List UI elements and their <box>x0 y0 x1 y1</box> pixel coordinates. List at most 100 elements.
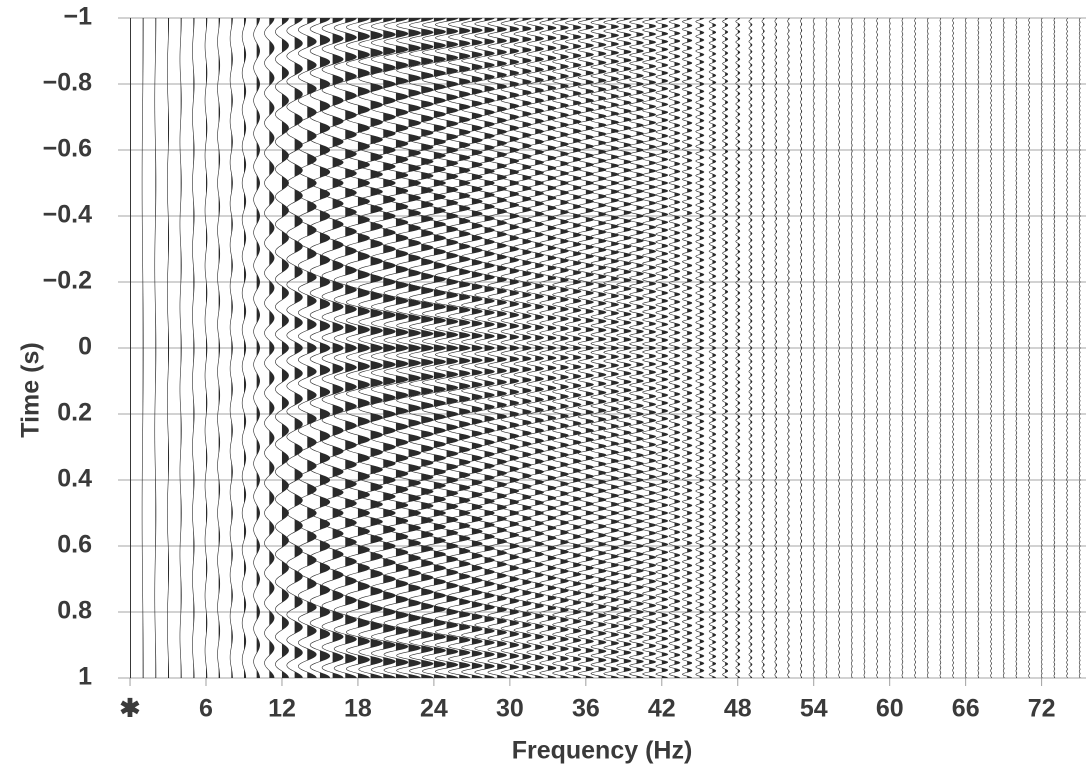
trace-fill <box>522 18 532 678</box>
trace <box>297 17 317 679</box>
trace-fill <box>687 18 692 678</box>
trace <box>321 17 344 679</box>
trace <box>800 17 803 679</box>
trace <box>358 17 383 679</box>
trace <box>603 17 620 679</box>
trace-fill <box>661 18 668 678</box>
x-tick-label: 24 <box>420 695 448 723</box>
trace <box>990 17 992 679</box>
trace-fill <box>383 18 396 678</box>
trace <box>179 18 182 678</box>
trace-fill <box>459 18 471 678</box>
y-axis-title: Time (s) <box>17 342 45 437</box>
trace-fill <box>281 18 289 678</box>
trace <box>812 17 815 679</box>
x-tick-label: 36 <box>572 695 600 723</box>
trace <box>286 17 303 679</box>
x-tick-label: 60 <box>876 695 904 723</box>
trace <box>1015 17 1018 679</box>
trace <box>434 17 459 679</box>
trace-fill <box>193 18 195 678</box>
trace-fill <box>560 18 569 678</box>
trace <box>939 17 942 679</box>
trace <box>1028 17 1030 679</box>
y-tick-label: 0.8 <box>57 597 92 625</box>
y-tick-label: −0.4 <box>43 201 92 229</box>
trace <box>513 17 532 679</box>
trace-fill <box>649 18 656 678</box>
trace-fill <box>269 18 275 678</box>
trace-fill <box>801 18 802 678</box>
trace <box>217 18 221 678</box>
trace <box>192 18 195 678</box>
trace <box>1078 17 1081 679</box>
trace <box>275 17 289 679</box>
trace-fill <box>674 18 680 678</box>
trace-fill <box>446 18 458 678</box>
trace <box>383 17 409 679</box>
trace <box>552 17 569 679</box>
trace-fill <box>497 18 507 678</box>
trace <box>977 17 980 679</box>
x-tick-label: 48 <box>724 695 752 723</box>
trace <box>850 17 853 679</box>
trace-fill <box>623 18 632 678</box>
trace <box>1002 17 1005 679</box>
trace <box>241 17 247 679</box>
trace <box>474 17 495 679</box>
y-tick-label: −0.6 <box>43 135 92 163</box>
trace <box>408 17 434 679</box>
trace-fill <box>357 18 370 678</box>
x-tick-label: 18 <box>344 695 372 723</box>
trace <box>421 17 446 679</box>
y-tick-label: 1 <box>78 663 92 691</box>
x-tick-label: 30 <box>496 695 524 723</box>
trace <box>668 17 681 679</box>
trace <box>774 17 778 679</box>
trace <box>346 17 370 679</box>
trace <box>487 17 508 679</box>
y-tick-label: 0.2 <box>57 399 92 427</box>
trace <box>787 17 790 679</box>
trace-fill <box>408 18 421 678</box>
trace-fill <box>712 18 716 678</box>
trace-fill <box>231 18 233 678</box>
trace <box>264 17 275 679</box>
trace <box>577 17 595 679</box>
trace-fill <box>484 18 495 678</box>
x-tick-label: ✱ <box>120 695 141 723</box>
x-tick-label: 6 <box>199 695 213 723</box>
y-tick-label: −1 <box>63 3 92 31</box>
trace-fill <box>636 18 644 678</box>
trace <box>616 17 632 679</box>
trace-fill <box>370 18 383 678</box>
trace <box>655 17 669 679</box>
trace <box>708 17 717 679</box>
trace <box>863 17 866 679</box>
trace <box>926 17 929 679</box>
trace <box>722 17 729 679</box>
x-tick-label: 12 <box>268 695 296 723</box>
trace <box>370 17 396 679</box>
trace <box>901 17 904 679</box>
trace <box>396 17 421 679</box>
trace <box>838 17 840 679</box>
trace <box>141 18 144 678</box>
y-tick-label: 0.6 <box>57 531 92 559</box>
trace <box>1040 17 1043 679</box>
trace <box>642 17 657 679</box>
trace-fill <box>433 18 446 678</box>
trace-fill <box>243 18 246 678</box>
trace <box>748 17 753 679</box>
x-tick-label: 42 <box>648 695 676 723</box>
trace <box>761 17 765 679</box>
trace-fill <box>345 18 357 678</box>
trace <box>447 17 471 679</box>
trace-fill <box>471 18 483 678</box>
trace-fill <box>332 18 344 678</box>
trace-fill <box>168 18 169 678</box>
y-tick-label: −0.2 <box>43 267 92 295</box>
trace <box>914 17 916 679</box>
trace-fill <box>319 18 330 678</box>
trace <box>1066 17 1068 679</box>
